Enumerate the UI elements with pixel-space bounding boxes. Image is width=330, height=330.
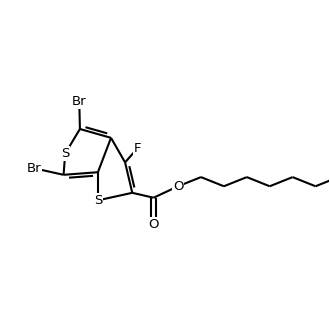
Text: O: O <box>148 218 159 231</box>
Text: F: F <box>133 142 141 155</box>
Text: Br: Br <box>27 162 42 175</box>
Text: S: S <box>61 147 69 160</box>
Text: Br: Br <box>72 95 86 108</box>
Text: O: O <box>173 180 183 193</box>
Text: S: S <box>94 194 102 207</box>
